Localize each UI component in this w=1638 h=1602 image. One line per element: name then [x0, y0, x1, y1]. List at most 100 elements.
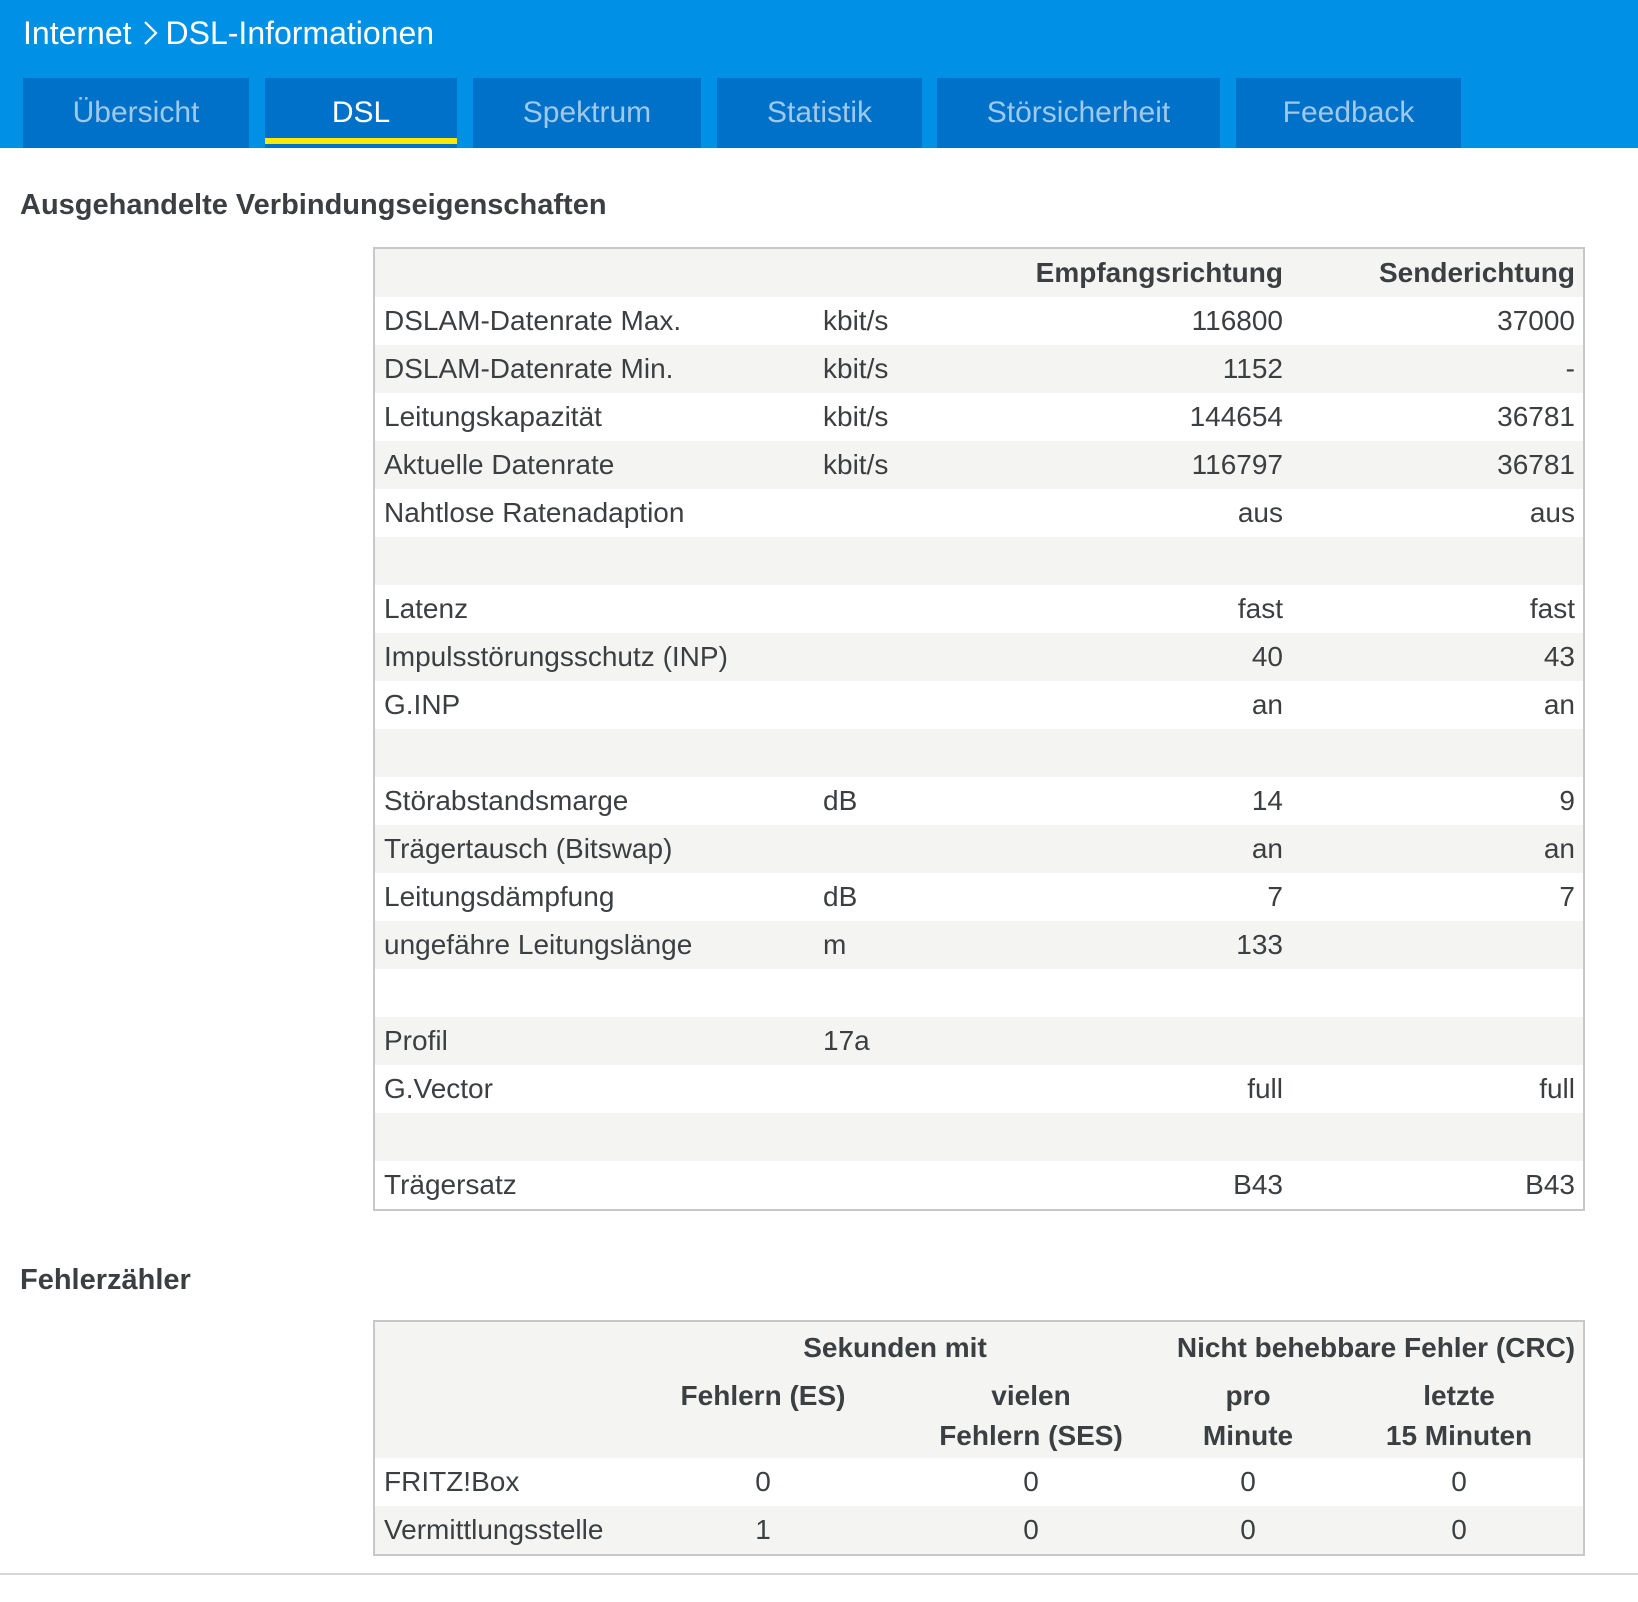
table-row: Leitungsdämpfung dB 7 7	[375, 873, 1583, 921]
table-row: G.Vector full full	[375, 1065, 1583, 1113]
row-value-down: 116797	[1191, 449, 1283, 480]
row-value-up: B43	[1525, 1169, 1575, 1200]
column-header-per-minute-line1: pro	[1225, 1380, 1271, 1411]
row-label: Profil	[384, 1025, 448, 1056]
error-counter-table: Sekunden mit Nicht behebbare Fehler (CRC…	[373, 1320, 1585, 1556]
value-es: 1	[755, 1514, 771, 1545]
row-label: G.Vector	[384, 1073, 493, 1104]
row-value-up: -	[1565, 353, 1575, 384]
row-label: Leitungskapazität	[384, 401, 602, 432]
row-label: Nahtlose Ratenadaption	[384, 497, 685, 528]
value-last15: 0	[1451, 1514, 1467, 1545]
row-unit: dB	[823, 881, 858, 912]
table-row: Nahtlose Ratenadaption aus aus	[375, 489, 1583, 537]
row-value-up: full	[1539, 1073, 1575, 1104]
row-value-up: fast	[1529, 593, 1575, 624]
row-label: Aktuelle Datenrate	[384, 449, 615, 480]
table-row: Trägersatz B43 B43	[375, 1161, 1583, 1209]
breadcrumb-parent[interactable]: Internet	[23, 14, 132, 51]
tab-dsl[interactable]: DSL	[265, 78, 457, 148]
errors-section-title: Fehlerzähler	[20, 1264, 191, 1296]
row-value-down: an	[1251, 833, 1283, 864]
group-header-seconds: Sekunden mit	[803, 1332, 987, 1363]
tab-stoersicherheit[interactable]: Störsicherheit	[937, 78, 1220, 148]
table-row: DSLAM-Datenrate Min. kbit/s 1152 -	[375, 345, 1583, 393]
chevron-right-icon	[143, 21, 158, 45]
table-row: G.INP an an	[375, 681, 1583, 729]
row-label: Störabstandsmarge	[384, 785, 629, 816]
value-per-minute: 0	[1240, 1514, 1256, 1545]
table-row: Vermittlungsstelle 1 0 0 0	[375, 1506, 1583, 1554]
row-value-up: 37000	[1497, 305, 1575, 336]
tab-feedback[interactable]: Feedback	[1236, 78, 1461, 148]
spacer-row	[375, 969, 1583, 1017]
value-ses: 0	[1023, 1466, 1039, 1497]
tab-uebersicht[interactable]: Übersicht	[23, 78, 249, 148]
row-label: Impulsstörungsschutz (INP)	[384, 641, 728, 672]
group-header-crc: Nicht behebbare Fehler (CRC)	[1176, 1332, 1576, 1363]
column-header-ses-line1: vielen	[991, 1380, 1071, 1411]
row-unit: kbit/s	[823, 401, 889, 432]
table-row: Profil 17a	[375, 1017, 1583, 1065]
column-header-last15-line2: 15 Minuten	[1385, 1420, 1533, 1451]
value-ses: 0	[1023, 1514, 1039, 1545]
row-unit: kbit/s	[823, 449, 889, 480]
row-value-down: fast	[1237, 593, 1283, 624]
table-row: Aktuelle Datenrate kbit/s 116797 36781	[375, 441, 1583, 489]
row-unit: kbit/s	[823, 353, 889, 384]
row-value-down: full	[1247, 1073, 1283, 1104]
table-row: Trägertausch (Bitswap) an an	[375, 825, 1583, 873]
row-label: Leitungsdämpfung	[384, 881, 615, 912]
row-value-down: B43	[1233, 1169, 1283, 1200]
table-row: DSLAM-Datenrate Max. kbit/s 116800 37000	[375, 297, 1583, 345]
column-header-es: Fehlern (ES)	[680, 1380, 846, 1411]
row-value-up: 36781	[1497, 449, 1575, 480]
table-row: ungefähre Leitungslänge m 133	[375, 921, 1583, 969]
header-bar: Internet DSL-Informationen Übersicht DSL…	[0, 0, 1638, 148]
value-last15: 0	[1451, 1466, 1467, 1497]
row-label: DSLAM-Datenrate Min.	[384, 353, 674, 384]
row-unit: dB	[823, 785, 858, 816]
tab-statistik[interactable]: Statistik	[717, 78, 922, 148]
column-header-last15-line1: letzte	[1423, 1380, 1495, 1411]
row-value-up: an	[1543, 689, 1575, 720]
table-row: Leitungskapazität kbit/s 144654 36781	[375, 393, 1583, 441]
tab-spektrum[interactable]: Spektrum	[473, 78, 701, 148]
row-label: G.INP	[384, 689, 461, 720]
table-row: FRITZ!Box 0 0 0 0	[375, 1458, 1583, 1506]
connection-table-header: Empfangsrichtung Senderichtung	[375, 249, 1583, 297]
row-value-up: an	[1543, 833, 1575, 864]
error-counter-header: Sekunden mit Nicht behebbare Fehler (CRC…	[375, 1322, 1583, 1458]
table-row: Impulsstörungsschutz (INP) 40 43	[375, 633, 1583, 681]
column-header-per-minute-line2: Minute	[1202, 1420, 1294, 1451]
row-value-down: aus	[1237, 497, 1283, 528]
row-label: Trägertausch (Bitswap)	[384, 833, 673, 864]
row-value-down: 14	[1251, 785, 1283, 816]
connection-section-title: Ausgehandelte Verbindungseigenschaften	[20, 189, 607, 221]
connection-table: Empfangsrichtung Senderichtung DSLAM-Dat…	[373, 247, 1585, 1211]
row-value-down: 7	[1267, 881, 1283, 912]
row-value-up: 43	[1543, 641, 1575, 672]
row-value-down: 1152	[1222, 353, 1283, 384]
row-label: Vermittlungsstelle	[384, 1514, 604, 1545]
row-unit: 17a	[823, 1025, 870, 1056]
spacer-row	[375, 729, 1583, 777]
row-value-down: 144654	[1189, 401, 1283, 432]
row-label: ungefähre Leitungslänge	[384, 929, 693, 960]
spacer-row	[375, 1113, 1583, 1161]
table-row: Latenz fast fast	[375, 585, 1583, 633]
row-label: DSLAM-Datenrate Max.	[384, 305, 682, 336]
row-unit: m	[823, 929, 847, 960]
value-per-minute: 0	[1240, 1466, 1256, 1497]
row-value-down: 133	[1236, 929, 1283, 960]
row-label: FRITZ!Box	[384, 1466, 520, 1497]
bottom-divider	[0, 1573, 1638, 1575]
column-header-up: Senderichtung	[1378, 257, 1575, 288]
column-header-ses-line2: Fehlern (SES)	[939, 1420, 1123, 1451]
row-value-down: 116800	[1191, 305, 1283, 336]
row-label: Latenz	[384, 593, 469, 624]
row-value-down: an	[1251, 689, 1283, 720]
row-value-down: 40	[1251, 641, 1283, 672]
value-es: 0	[755, 1466, 771, 1497]
table-row: Störabstandsmarge dB 14 9	[375, 777, 1583, 825]
